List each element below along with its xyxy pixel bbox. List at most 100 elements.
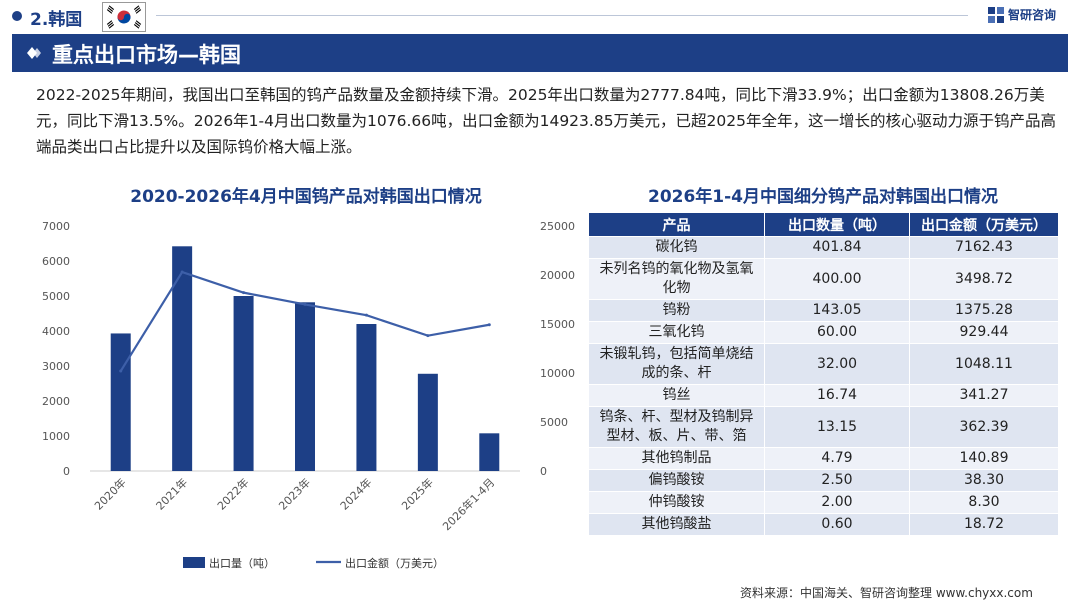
y-tick-label: 4000 <box>42 325 70 338</box>
top-bar: 2.韩国 智研咨询 <box>0 0 1080 32</box>
cell-quantity: 401.84 <box>764 236 910 259</box>
line-point <box>364 313 368 317</box>
summary-paragraph: 2022-2025年期间，我国出口至韩国的钨产品数量及金额持续下滑。2025年出… <box>36 86 1057 156</box>
cell-quantity: 16.74 <box>764 384 910 407</box>
line-point <box>180 270 184 274</box>
x-tick-label: 2024年 <box>337 475 374 512</box>
line-point <box>426 334 430 338</box>
source-note: 资料来源：中国海关、智研咨询整理 www.chyxx.com <box>740 586 1033 600</box>
x-tick-label: 2023年 <box>276 475 313 512</box>
cell-amount: 7162.43 <box>909 236 1059 259</box>
bar <box>233 296 254 471</box>
cell-product: 其他钨制品 <box>588 447 765 470</box>
cell-product: 仲钨酸铵 <box>588 491 765 514</box>
x-tick-label: 2020年 <box>91 475 128 512</box>
cell-amount: 1048.11 <box>909 343 1059 385</box>
header-product: 产品 <box>588 212 765 237</box>
section-label: 2.韩国 <box>30 10 83 30</box>
legend-label-quantity: 出口量（吨） <box>209 556 275 570</box>
cell-quantity: 143.05 <box>764 299 910 322</box>
cell-quantity: 60.00 <box>764 321 910 344</box>
cell-amount: 3498.72 <box>909 258 1059 300</box>
cell-amount: 140.89 <box>909 447 1059 470</box>
cell-product: 碳化钨 <box>588 236 765 259</box>
product-export-table: 产品 出口数量（吨） 出口金额（万美元） 碳化钨 401.84 7162.43 未列名… <box>588 212 1059 536</box>
cell-product: 偏钨酸铵 <box>588 469 765 492</box>
bar <box>356 324 377 471</box>
y-tick-label: 5000 <box>42 290 70 303</box>
cell-amount: 362.39 <box>909 406 1059 448</box>
table-row: 其他钨酸盐 0.60 18.72 <box>588 513 1059 536</box>
brand-logo-icon <box>988 6 1004 23</box>
cell-product: 钨条、杆、型材及钨制异型材、板、片、带、箔 <box>588 406 765 448</box>
bar <box>110 333 131 471</box>
x-tick-label: 2026年1-4月 <box>439 475 497 533</box>
y-tick-label: 7000 <box>42 220 70 233</box>
cell-quantity: 13.15 <box>764 406 910 448</box>
cell-amount: 1375.28 <box>909 299 1059 322</box>
table-row: 偏钨酸铵 2.50 38.30 <box>588 469 1059 492</box>
cell-product: 未锻轧钨，包括简单烧结成的条、杆 <box>588 343 765 385</box>
y2-tick-label: 0 <box>540 465 547 478</box>
y-tick-label: 1000 <box>42 430 70 443</box>
bar <box>479 433 500 471</box>
bar <box>295 302 315 471</box>
x-tick-label: 2022年 <box>214 475 251 512</box>
y-tick-label: 6000 <box>42 255 70 268</box>
y-tick-label: 3000 <box>42 360 70 373</box>
header-quantity: 出口数量（吨） <box>764 212 910 237</box>
line-point <box>242 291 246 295</box>
y2-tick-label: 10000 <box>540 367 575 380</box>
y2-tick-label: 5000 <box>540 416 568 429</box>
cell-amount: 18.72 <box>909 513 1059 536</box>
header-divider <box>156 15 968 16</box>
chart-title: 2020-2026年4月中国钨产品对韩国出口情况 <box>130 187 482 207</box>
legend-swatch-bar <box>183 557 205 568</box>
cell-amount: 8.30 <box>909 491 1059 514</box>
bar <box>417 373 438 471</box>
table-title: 2026年1-4月中国细分钨产品对韩国出口情况 <box>647 187 999 207</box>
brand-name: 智研咨询 <box>1008 8 1057 22</box>
bar <box>172 246 193 471</box>
line-point <box>119 369 123 373</box>
header-amount: 出口金额（万美元） <box>909 212 1059 237</box>
y-tick-label: 0 <box>63 465 70 478</box>
cell-quantity: 400.00 <box>764 258 910 300</box>
table-row: 钨粉 143.05 1375.28 <box>588 299 1059 322</box>
korea-flag-icon <box>102 2 146 32</box>
table-row: 未锻轧钨，包括简单烧结成的条、杆 32.00 1048.11 <box>588 343 1059 385</box>
cell-quantity: 4.79 <box>764 447 910 470</box>
table-row: 其他钨制品 4.79 140.89 <box>588 447 1059 470</box>
cell-product: 其他钨酸盐 <box>588 513 765 536</box>
y2-tick-label: 15000 <box>540 318 575 331</box>
line-point <box>487 323 491 327</box>
y-tick-label: 2000 <box>42 395 70 408</box>
bullet-dot-icon <box>12 11 22 21</box>
table-row: 钨丝 16.74 341.27 <box>588 384 1059 407</box>
double-diamond-icon <box>27 47 41 59</box>
y2-tick-label: 20000 <box>540 269 575 282</box>
cell-amount: 929.44 <box>909 321 1059 344</box>
cell-quantity: 2.00 <box>764 491 910 514</box>
brand: 智研咨询 <box>988 6 1056 23</box>
table-row: 未列名钨的氧化物及氢氧化物 400.00 3498.72 <box>588 258 1059 300</box>
cell-product: 钨粉 <box>588 299 765 322</box>
x-tick-label: 2021年 <box>153 475 190 512</box>
table-row: 仲钨酸铵 2.00 8.30 <box>588 491 1059 514</box>
table-row: 钨条、杆、型材及钨制异型材、板、片、带、箔 13.15 362.39 <box>588 406 1059 448</box>
cell-amount: 38.30 <box>909 469 1059 492</box>
page-title: 重点出口市场—韩国 <box>52 43 241 67</box>
table-row: 三氧化钨 60.00 929.44 <box>588 321 1059 344</box>
table-row: 碳化钨 401.84 7162.43 <box>588 236 1059 259</box>
x-tick-label: 2025年 <box>399 475 436 512</box>
table-header-row: 产品 出口数量（吨） 出口金额（万美元） <box>588 212 1059 237</box>
cell-product: 未列名钨的氧化物及氢氧化物 <box>588 258 765 300</box>
cell-product: 钨丝 <box>588 384 765 407</box>
cell-product: 三氧化钨 <box>588 321 765 344</box>
legend-label-amount: 出口金额（万美元） <box>345 556 444 570</box>
cell-quantity: 2.50 <box>764 469 910 492</box>
y2-tick-label: 25000 <box>540 220 575 233</box>
export-chart: 0 1000 2000 3000 4000 5000 6000 7000 0 5000 10000 1… <box>42 220 575 570</box>
line-point <box>303 302 307 306</box>
cell-quantity: 32.00 <box>764 343 910 385</box>
